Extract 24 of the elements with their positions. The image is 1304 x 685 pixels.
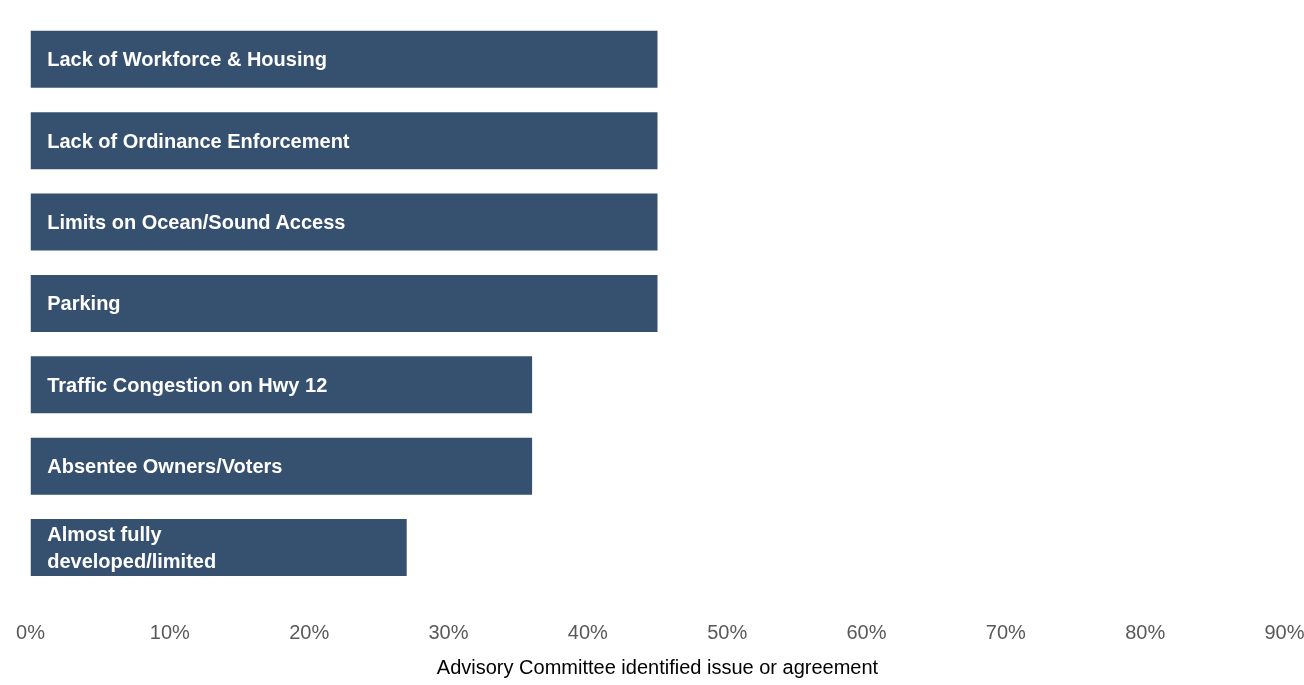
x-tick-label: 50%: [707, 620, 748, 643]
y-tick-label: Almost fully developed/limited: [47, 522, 217, 573]
x-tick-label: 80%: [1125, 620, 1166, 643]
y-tick-label: Lack of Ordinance Enforcement: [47, 129, 350, 152]
y-tick-label: Limits on Ocean/Sound Access: [47, 211, 346, 234]
bar: [30, 356, 533, 414]
bar: [30, 193, 658, 251]
x-tick-label: 70%: [985, 620, 1027, 643]
bar: [30, 274, 658, 332]
bar: [30, 437, 533, 495]
x-tick-label: 60%: [846, 620, 887, 643]
x-axis-title: Advisory Committee identified issue or agreement: [436, 655, 879, 678]
y-tick-label: Lack of Workforce & Housing: [47, 48, 327, 71]
x-tick-label: 10%: [149, 620, 191, 643]
x-tick-label: 90%: [1264, 620, 1304, 643]
x-tick-label: 30%: [428, 620, 469, 643]
bar: [30, 112, 658, 170]
x-tick-label: 40%: [567, 620, 609, 643]
y-tick-label: Traffic Congestion on Hwy 12: [47, 373, 328, 396]
bar: [30, 30, 658, 88]
y-tick-label: Parking: [47, 292, 121, 315]
x-tick-label: 20%: [289, 620, 330, 643]
x-tick-label: 0%: [16, 620, 46, 643]
y-tick-label: Absentee Owners/Voters: [47, 455, 283, 478]
